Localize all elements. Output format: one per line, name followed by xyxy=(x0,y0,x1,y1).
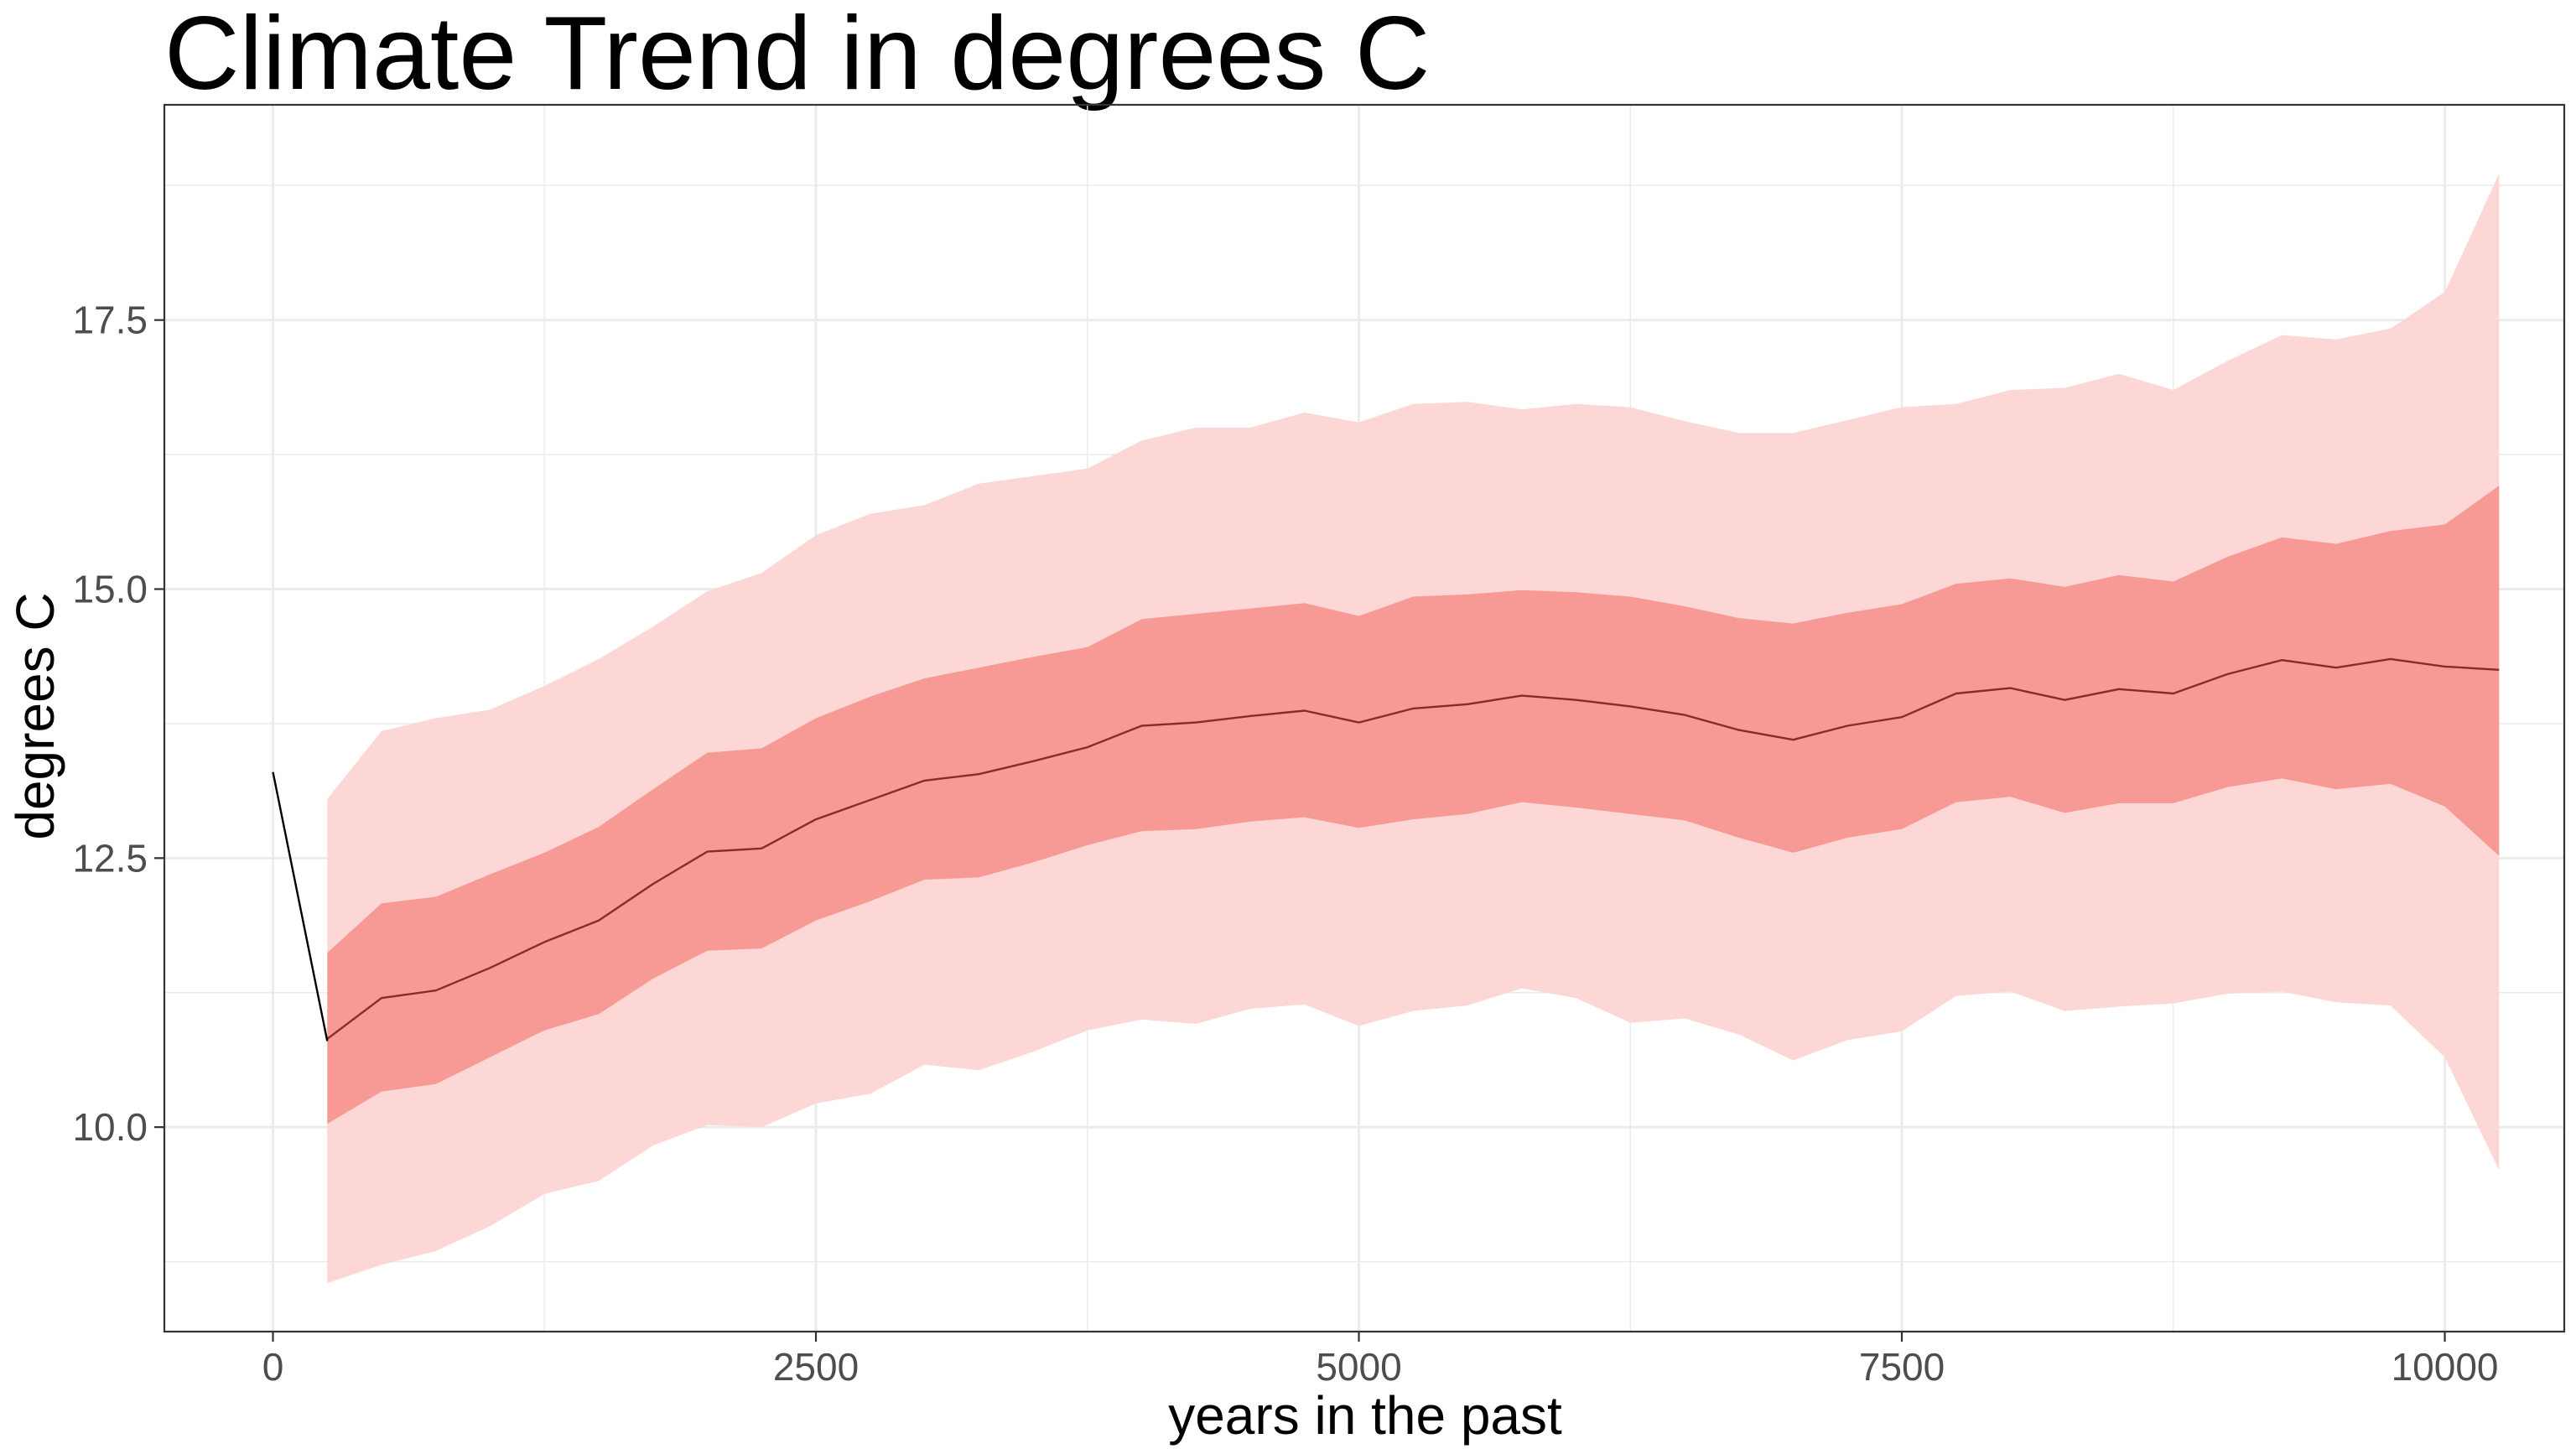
x-tick-label: 5000 xyxy=(1316,1345,1401,1389)
inner-uncertainty-band xyxy=(327,486,2500,1124)
y-tick-label: 17.5 xyxy=(72,299,148,342)
recent-temperature-line xyxy=(272,771,329,1041)
y-axis: 10.0 12.5 15.0 17.5 xyxy=(72,299,164,1149)
mean-temperature-line xyxy=(326,657,2500,1040)
y-tick-label: 12.5 xyxy=(72,836,148,880)
uncertainty-bands xyxy=(327,174,2500,1284)
y-tick-label: 15.0 xyxy=(72,568,148,611)
x-tick-label: 7500 xyxy=(1859,1345,1945,1389)
chart-title: Climate Trend in degrees C xyxy=(164,0,1430,112)
plot-panel-border xyxy=(163,103,2566,1333)
x-tick-label: 2500 xyxy=(773,1345,859,1389)
y-tick-label: 10.0 xyxy=(72,1105,148,1149)
x-tick-label: 10000 xyxy=(2392,1345,2499,1389)
x-axis: 0 2500 5000 7500 10000 xyxy=(262,1332,2499,1389)
trend-lines xyxy=(272,657,2500,1041)
x-axis-title: years in the past xyxy=(1168,1385,1562,1446)
x-tick-label: 0 xyxy=(262,1345,284,1389)
y-axis-title: degrees C xyxy=(5,592,65,839)
